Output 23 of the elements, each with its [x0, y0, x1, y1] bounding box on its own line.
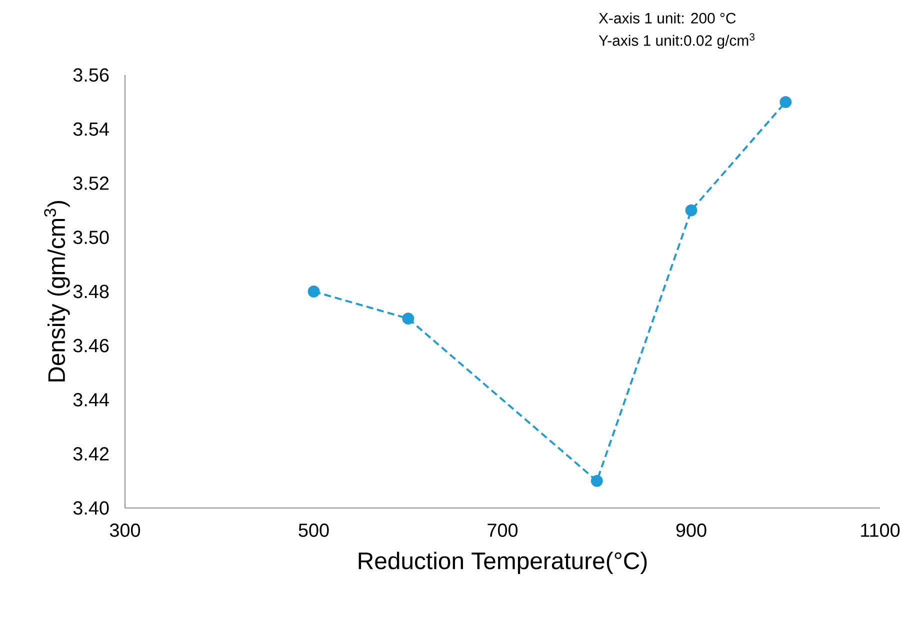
- x-tick-label: 700: [488, 524, 518, 537]
- x-tick-label: 1100: [861, 524, 900, 537]
- x-tick-label: 500: [298, 524, 329, 537]
- point: [308, 286, 320, 298]
- text: Y-axis 1 unit:0.02 g/cm$^{3}$: [598, 33, 755, 49]
- y-tick-label: 3.54: [73, 122, 109, 136]
- x-tick-label: 300: [110, 524, 140, 537]
- x-axis-title: Reduction Temperature(°C): [358, 552, 647, 574]
- y-tick-label: 3.46: [73, 338, 109, 352]
- y-tick-label: 3.50: [73, 230, 109, 244]
- point: [685, 204, 698, 216]
- point: [780, 96, 792, 108]
- y-tick-label: 3.52: [73, 176, 109, 190]
- y-axis-title: Density (gm/cm$^{3}$): [44, 201, 70, 382]
- y-tick-label: 3.44: [73, 393, 109, 406]
- y-tick-label: 3.42: [73, 447, 109, 461]
- point: [402, 312, 414, 325]
- y-tick-label: 3.48: [73, 284, 109, 298]
- y-tick-label: 3.56: [73, 68, 109, 82]
- y-tick-label: 3.40: [73, 501, 109, 515]
- x-tick-label: 900: [676, 524, 706, 537]
- text: X-axis 1 unit: 200 °C: [598, 12, 736, 24]
- point: [590, 474, 603, 487]
